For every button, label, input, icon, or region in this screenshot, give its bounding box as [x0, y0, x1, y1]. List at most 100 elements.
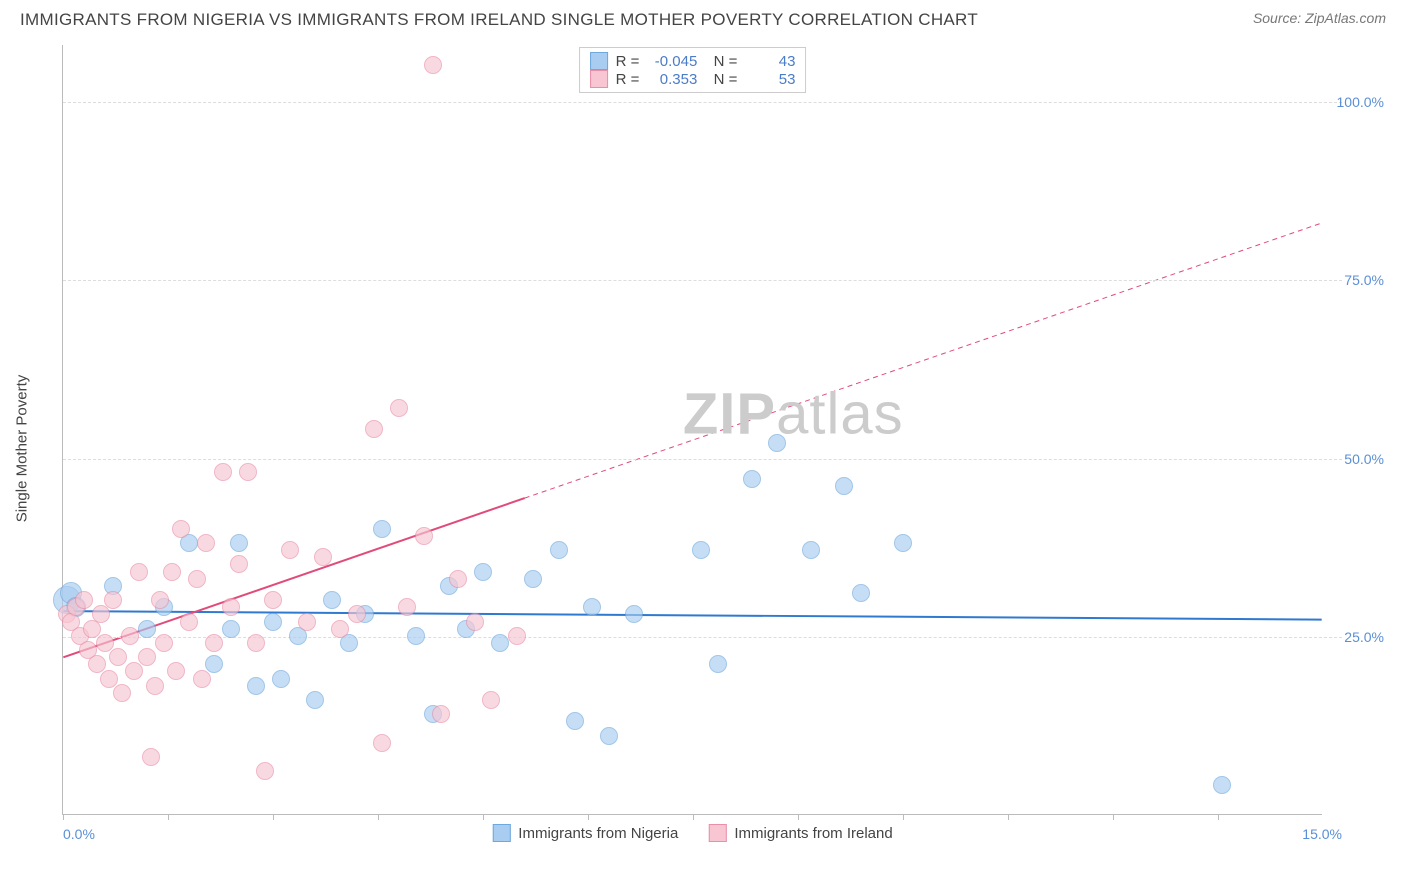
- data-point: [205, 655, 223, 673]
- data-point: [222, 598, 240, 616]
- stat-row: R = -0.045 N = 43: [590, 52, 796, 70]
- x-tick: [1218, 814, 1219, 820]
- x-tick: [798, 814, 799, 820]
- legend-item: Immigrants from Nigeria: [492, 824, 678, 842]
- data-point: [508, 627, 526, 645]
- correlation-stats-box: R = -0.045 N = 43 R = 0.353 N = 53: [579, 47, 807, 93]
- data-point: [482, 691, 500, 709]
- x-axis-min-label: 0.0%: [63, 826, 95, 842]
- x-tick: [1008, 814, 1009, 820]
- data-point: [390, 399, 408, 417]
- series-legend: Immigrants from Nigeria Immigrants from I…: [492, 824, 892, 842]
- legend-item: Immigrants from Ireland: [708, 824, 892, 842]
- data-point: [230, 534, 248, 552]
- data-point: [121, 627, 139, 645]
- data-point: [281, 541, 299, 559]
- data-point: [348, 605, 366, 623]
- data-point: [424, 56, 442, 74]
- data-point: [566, 712, 584, 730]
- data-point: [524, 570, 542, 588]
- data-point: [331, 620, 349, 638]
- x-tick: [1113, 814, 1114, 820]
- data-point: [314, 548, 332, 566]
- data-point: [138, 620, 156, 638]
- data-point: [155, 634, 173, 652]
- data-point: [109, 648, 127, 666]
- x-tick: [378, 814, 379, 820]
- gridline: [63, 102, 1342, 103]
- data-point: [600, 727, 618, 745]
- data-point: [264, 613, 282, 631]
- data-point: [205, 634, 223, 652]
- gridline: [63, 459, 1342, 460]
- series-swatch: [590, 52, 608, 70]
- x-tick: [168, 814, 169, 820]
- data-point: [743, 470, 761, 488]
- data-point: [768, 434, 786, 452]
- data-point: [709, 655, 727, 673]
- data-point: [138, 648, 156, 666]
- data-point: [398, 598, 416, 616]
- data-point: [125, 662, 143, 680]
- data-point: [151, 591, 169, 609]
- y-axis-label: Single Mother Poverty: [14, 375, 31, 523]
- legend-label: Immigrants from Ireland: [734, 825, 892, 842]
- chart-title: IMMIGRANTS FROM NIGERIA VS IMMIGRANTS FR…: [20, 10, 978, 30]
- data-point: [92, 605, 110, 623]
- data-point: [373, 520, 391, 538]
- series-swatch: [590, 70, 608, 88]
- data-point: [692, 541, 710, 559]
- data-point: [625, 605, 643, 623]
- data-point: [197, 534, 215, 552]
- data-point: [550, 541, 568, 559]
- data-point: [188, 570, 206, 588]
- x-tick: [588, 814, 589, 820]
- series-swatch: [492, 824, 510, 842]
- data-point: [113, 684, 131, 702]
- data-point: [214, 463, 232, 481]
- data-point: [142, 748, 160, 766]
- data-point: [407, 627, 425, 645]
- data-point: [802, 541, 820, 559]
- y-tick-label: 50.0%: [1344, 451, 1384, 467]
- data-point: [130, 563, 148, 581]
- data-point: [415, 527, 433, 545]
- x-axis-max-label: 15.0%: [1302, 826, 1342, 842]
- x-tick: [63, 814, 64, 820]
- data-point: [449, 570, 467, 588]
- data-point: [852, 584, 870, 602]
- data-point: [365, 420, 383, 438]
- data-point: [256, 762, 274, 780]
- data-point: [323, 591, 341, 609]
- x-tick: [693, 814, 694, 820]
- data-point: [230, 555, 248, 573]
- data-point: [583, 598, 601, 616]
- data-point: [264, 591, 282, 609]
- gridline: [63, 280, 1342, 281]
- plot-region: ZIPatlas R = -0.045 N = 43 R = 0.353 N =…: [62, 45, 1322, 815]
- data-point: [75, 591, 93, 609]
- trendlines-layer: [63, 45, 1322, 814]
- data-point: [466, 613, 484, 631]
- chart-area: Single Mother Poverty ZIPatlas R = -0.04…: [50, 45, 1360, 835]
- data-point: [239, 463, 257, 481]
- data-point: [222, 620, 240, 638]
- source-attribution: Source: ZipAtlas.com: [1253, 10, 1386, 26]
- data-point: [1213, 776, 1231, 794]
- data-point: [474, 563, 492, 581]
- data-point: [894, 534, 912, 552]
- y-tick-label: 25.0%: [1344, 629, 1384, 645]
- data-point: [432, 705, 450, 723]
- legend-label: Immigrants from Nigeria: [518, 825, 678, 842]
- stat-row: R = 0.353 N = 53: [590, 70, 796, 88]
- data-point: [835, 477, 853, 495]
- data-point: [172, 520, 190, 538]
- x-tick: [903, 814, 904, 820]
- data-point: [193, 670, 211, 688]
- data-point: [167, 662, 185, 680]
- series-swatch: [708, 824, 726, 842]
- watermark: ZIPatlas: [683, 381, 904, 448]
- data-point: [272, 670, 290, 688]
- data-point: [247, 634, 265, 652]
- data-point: [491, 634, 509, 652]
